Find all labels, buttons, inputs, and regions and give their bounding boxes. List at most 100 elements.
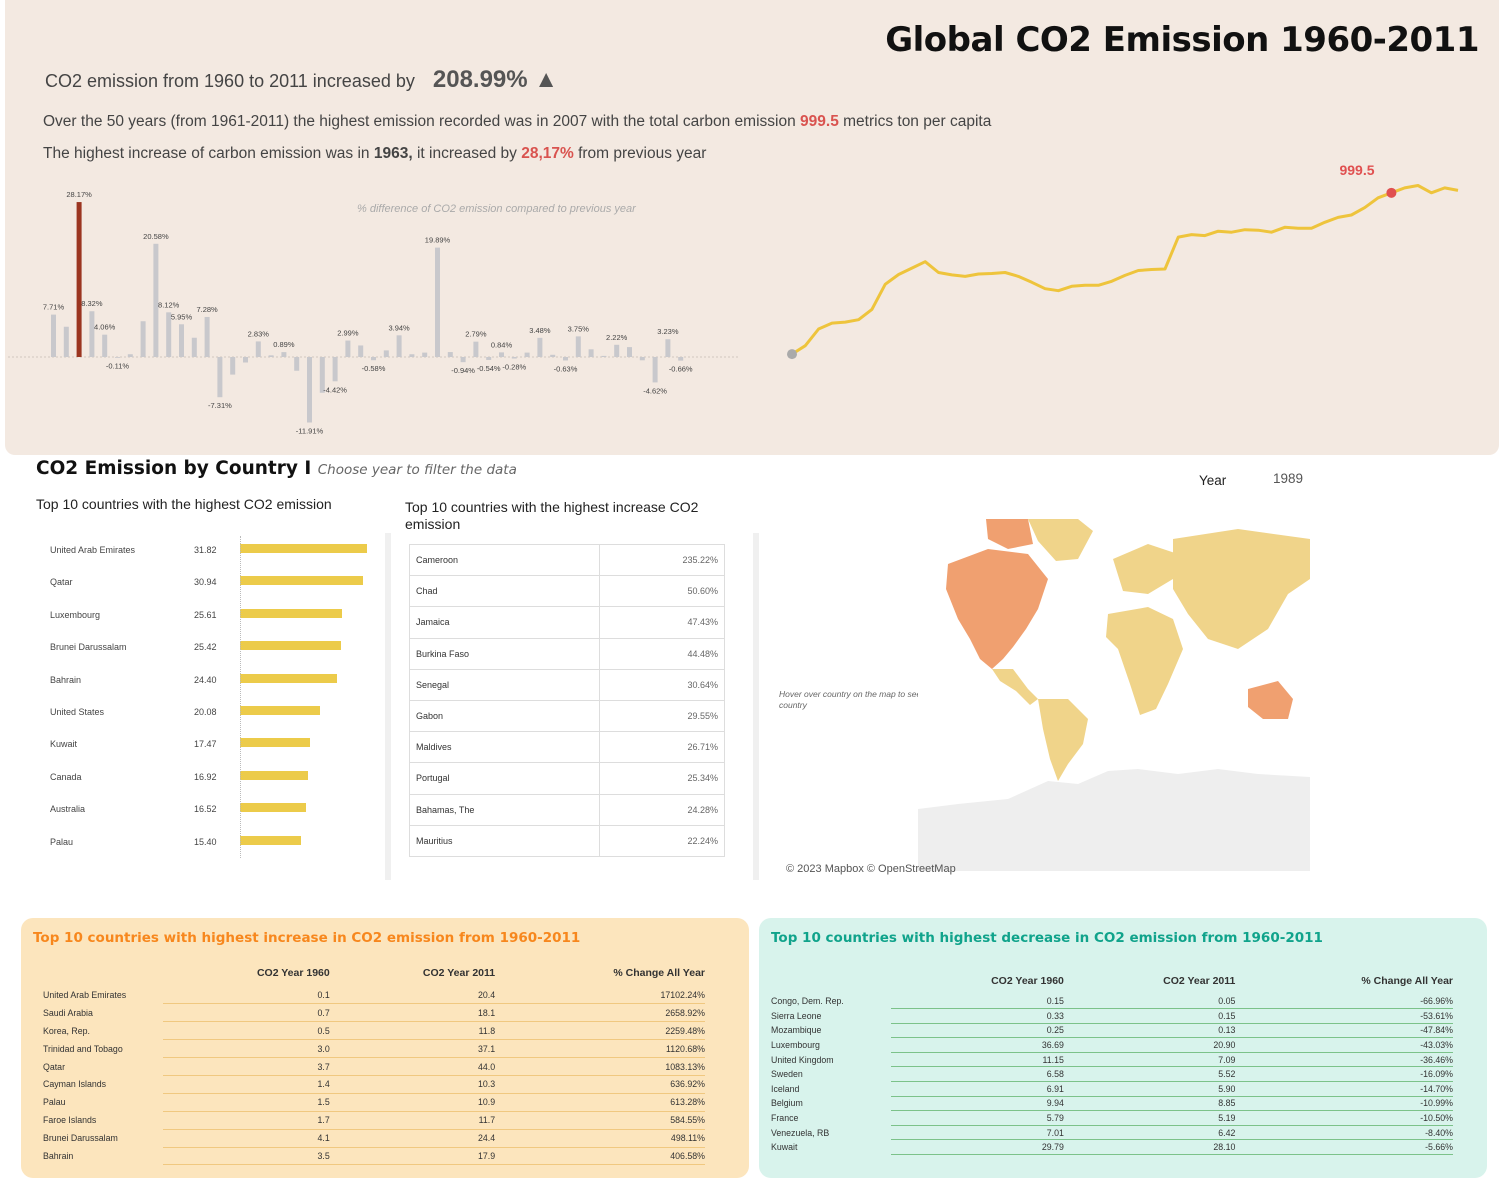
pct-bar[interactable] (563, 357, 568, 361)
country-name: Burkina Faso (409, 637, 600, 670)
pct-bar[interactable] (102, 334, 108, 357)
top10-row[interactable]: Palau 15.40 (36, 825, 376, 857)
pct-bar[interactable] (358, 345, 364, 357)
table-row[interactable]: Luxembourg 36.69 20.90 -43.03% (771, 1037, 1453, 1053)
table-row[interactable]: Belgium 9.94 8.85 -10.99% (771, 1096, 1453, 1112)
table-row[interactable]: United Arab Emirates 0.1 20.4 17102.24% (43, 986, 705, 1005)
top10-row[interactable]: United Arab Emirates 31.82 (36, 533, 376, 565)
pct-bar[interactable] (345, 340, 351, 357)
table-row[interactable]: Saudi Arabia 0.7 18.1 2658.92% (43, 1003, 705, 1023)
pct-bar[interactable] (383, 350, 389, 357)
increase-row[interactable]: Gabon 29.55% (409, 699, 725, 733)
peak-point[interactable] (1386, 187, 1397, 198)
top10-row[interactable]: Kuwait 17.47 (36, 727, 376, 759)
pct-bar[interactable] (396, 335, 402, 357)
pct-bar[interactable] (268, 355, 274, 357)
table-row[interactable]: Iceland 6.91 5.90 -14.70% (771, 1081, 1453, 1097)
pct-bar[interactable] (191, 337, 197, 357)
pct-bar[interactable] (575, 336, 581, 357)
increase-row[interactable]: Cameroon 235.22% (409, 543, 725, 577)
pct-bar[interactable] (127, 354, 133, 357)
table-row[interactable]: Bahrain 3.5 17.9 406.58% (43, 1147, 705, 1166)
pct-bar[interactable] (601, 355, 607, 357)
pct-bar[interactable] (89, 311, 95, 357)
pct-bar[interactable] (243, 357, 248, 363)
top10-row[interactable]: Luxembourg 25.61 (36, 598, 376, 630)
pct-bar[interactable] (140, 321, 146, 357)
increase-row[interactable]: Senegal 30.64% (409, 668, 725, 701)
increase-row[interactable]: Jamaica 47.43% (409, 606, 725, 639)
pct-bar[interactable] (319, 357, 325, 393)
pct-bar[interactable] (652, 357, 658, 383)
table-row[interactable]: Kuwait 29.79 28.10 -5.66% (771, 1139, 1453, 1156)
pct-bar[interactable] (371, 357, 376, 361)
pct-bar[interactable] (281, 352, 287, 357)
table-row[interactable]: United Kingdom 11.15 7.09 -36.46% (771, 1052, 1453, 1068)
world-map[interactable] (918, 519, 1310, 871)
table-row[interactable]: Brunei Darussalam 4.1 24.4 498.11% (43, 1129, 705, 1148)
table-row[interactable]: France 5.79 5.19 -10.50% (771, 1110, 1453, 1126)
increase-row[interactable]: Chad 50.60% (409, 575, 725, 608)
table-row[interactable]: Korea, Rep. 0.5 11.8 2259.48% (43, 1021, 705, 1041)
pct-bar[interactable] (307, 357, 312, 423)
pct-bar[interactable] (332, 357, 338, 382)
pct-bar[interactable] (537, 337, 543, 357)
top10-row[interactable]: United States 20.08 (36, 695, 376, 727)
pct-bar[interactable] (179, 324, 184, 357)
pct-bar[interactable] (627, 347, 632, 357)
increase-row[interactable]: Mauritius 22.24% (409, 824, 725, 857)
table-row[interactable]: Faroe Islands 1.7 11.7 584.55% (43, 1111, 705, 1130)
pct-bar[interactable] (473, 341, 479, 357)
top10-row[interactable]: Brunei Darussalam 25.42 (36, 630, 376, 662)
pct-bar[interactable] (255, 341, 261, 357)
pct-diff-bar-chart[interactable]: 7.71% 28.17% 8.32% 4.06% -0.11% 20.58% 8.12% 5.… (0, 185, 745, 440)
pct-bar[interactable] (166, 312, 172, 357)
pct-bar[interactable] (524, 352, 530, 357)
pct-bar[interactable] (550, 354, 556, 357)
top10-row[interactable]: Canada 16.92 (36, 760, 376, 792)
pct-bar[interactable] (678, 357, 684, 361)
top10-row[interactable]: Australia 16.52 (36, 792, 376, 824)
table-row[interactable]: Cayman Islands 1.4 10.3 636.92% (43, 1075, 705, 1094)
pct-bar[interactable] (511, 357, 517, 359)
table-row[interactable]: Qatar 3.7 44.0 1083.13% (43, 1057, 705, 1076)
pct-bar[interactable] (435, 247, 440, 357)
pct-bar[interactable] (460, 357, 466, 363)
emission-line-chart[interactable]: 999.5 (780, 155, 1480, 375)
start-point[interactable] (787, 349, 797, 360)
table-row[interactable]: Trinidad and Tobago 3.0 37.1 1120.68% (43, 1039, 705, 1059)
pct-bar[interactable] (422, 352, 428, 357)
increase-row[interactable]: Maldives 26.71% (409, 731, 725, 764)
top10-row[interactable]: Bahrain 24.40 (36, 663, 376, 695)
pct-bar[interactable] (153, 243, 159, 357)
pct-bar[interactable] (447, 352, 453, 357)
table-row[interactable]: Venezuela, RB 7.01 6.42 -8.40% (771, 1125, 1453, 1141)
increase-row[interactable]: Portugal 25.34% (409, 762, 725, 795)
pct-bar[interactable] (294, 357, 300, 371)
year-filter-dropdown[interactable]: 1989 (1273, 471, 1304, 486)
pct-bar[interactable] (665, 339, 671, 357)
increase-row[interactable]: Bahamas, The 24.28% (409, 793, 725, 826)
pct-bar[interactable] (115, 357, 120, 358)
table-row[interactable]: Mozambique 0.25 0.13 -47.84% (771, 1023, 1453, 1039)
pct-bar[interactable] (614, 344, 620, 357)
top10-row[interactable]: Qatar 30.94 (36, 565, 376, 597)
pct-bar[interactable] (486, 357, 492, 360)
pct-bar[interactable] (409, 354, 415, 357)
pct-bar[interactable] (639, 357, 645, 361)
table-row[interactable]: Palau 1.5 10.9 613.28% (43, 1093, 705, 1112)
pct-bar[interactable] (76, 202, 82, 357)
table-row[interactable]: Sierra Leone 0.33 0.15 -53.61% (771, 1008, 1453, 1024)
table-row[interactable]: Sweden 6.58 5.52 -16.09% (771, 1066, 1453, 1083)
pct-bar[interactable] (230, 357, 236, 375)
table-row[interactable]: Congo, Dem. Rep. 0.15 0.05 -66.96% (771, 994, 1453, 1010)
pct-bar[interactable] (499, 352, 504, 357)
increase-row[interactable]: Burkina Faso 44.48% (409, 637, 725, 670)
pct-bar-label: -0.54% (477, 364, 501, 373)
pct-bar[interactable] (51, 314, 56, 357)
cell-value: 3.0 (163, 1039, 330, 1059)
pct-bar[interactable] (217, 357, 223, 398)
pct-bar[interactable] (204, 316, 210, 357)
pct-bar[interactable] (63, 326, 69, 357)
pct-bar[interactable] (588, 349, 594, 357)
